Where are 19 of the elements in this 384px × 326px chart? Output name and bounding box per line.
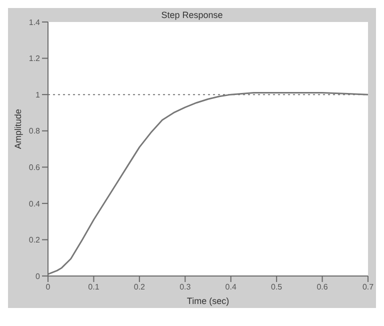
x-tick-label: 0.3 <box>180 282 192 292</box>
x-tick-label: 0 <box>46 282 51 292</box>
y-tick-label: 0 <box>36 272 41 281</box>
y-tick-label: 1.4 <box>28 18 41 27</box>
y-axis-title: Amplitude <box>13 108 24 149</box>
chart-title: Step Response <box>161 10 223 20</box>
y-tick-label: 0.4 <box>28 199 41 208</box>
x-tick-label: 0.7 <box>362 282 374 292</box>
x-tick-label: 0.1 <box>88 282 100 292</box>
y-tick-label: 1.2 <box>28 54 41 64</box>
y-tick-label: 0.8 <box>28 126 41 136</box>
x-tick-label: 0.6 <box>316 282 328 292</box>
x-tick-label: 0.4 <box>225 282 237 292</box>
x-tick-label: 0.5 <box>271 282 283 292</box>
x-axis-title: Time (sec) <box>186 296 230 306</box>
x-tick-label: 0.2 <box>134 282 146 292</box>
y-tick-label: 0.2 <box>28 236 41 245</box>
y-tick-label: 1 <box>36 90 41 100</box>
y-tick-label: 0.6 <box>28 162 41 172</box>
